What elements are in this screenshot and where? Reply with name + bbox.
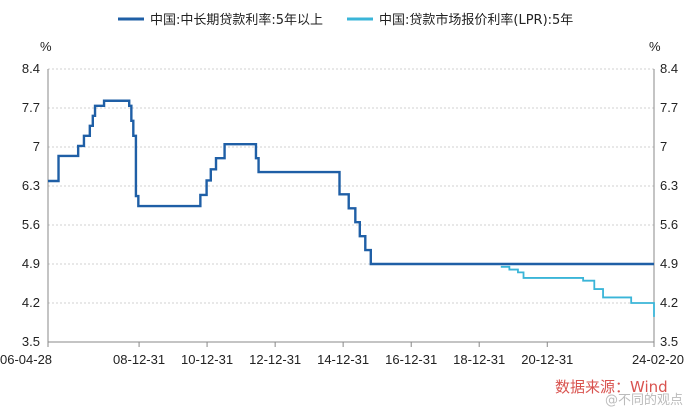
y-tick-label-right: 6.3 — [660, 178, 678, 193]
legend: 中国:中长期贷款利率:5年以上 中国:贷款市场报价利率(LPR):5年 — [118, 12, 573, 28]
y-tick-label-right: 3.5 — [660, 334, 678, 349]
x-tick-label: 08-12-31 — [113, 352, 165, 367]
y-tick-label-left: 7 — [33, 139, 40, 154]
legend-label: 中国:中长期贷款利率:5年以上 — [150, 12, 323, 28]
x-tick-label: 16-12-31 — [385, 352, 437, 367]
y-tick-label-right: 7 — [660, 139, 667, 154]
x-tick-label: 12-12-31 — [249, 352, 301, 367]
y-tick-label-left: 6.3 — [22, 178, 40, 193]
y-unit-right: % — [649, 39, 661, 54]
watermark: @不同的观点 — [605, 392, 683, 408]
series-line-2 — [500, 265, 655, 317]
y-tick-label-left: 7.7 — [22, 100, 40, 115]
axes: 8.4 8.4 7.7 7.7 7 7 6.3 6.3 5.6 5.6 4.9 4.9 4.2 4.2 3.… — [0, 61, 684, 367]
source-note: 数据来源：Wind — [555, 378, 668, 396]
x-tick-label: 14-12-31 — [317, 352, 369, 367]
x-tick-label: 24-02-20 — [632, 352, 684, 367]
y-tick-label-left: 4.9 — [22, 256, 40, 271]
series-line-1 — [48, 99, 654, 266]
y-tick-label-right: 7.7 — [660, 100, 678, 115]
y-tick-label-right: 8.4 — [660, 61, 678, 76]
series-lines — [48, 99, 655, 317]
legend-label: 中国:贷款市场报价利率(LPR):5年 — [379, 12, 573, 28]
y-tick-label-left: 5.6 — [22, 217, 40, 232]
y-tick-label-right: 5.6 — [660, 217, 678, 232]
x-tick-label: 10-12-31 — [181, 352, 233, 367]
x-tick-label: 18-12-31 — [453, 352, 505, 367]
y-unit-left: % — [40, 39, 52, 54]
y-tick-label-left: 8.4 — [22, 61, 40, 76]
y-tick-label-left: 4.2 — [22, 295, 40, 310]
y-tick-label-right: 4.9 — [660, 256, 678, 271]
x-tick-label: 20-12-31 — [521, 352, 573, 367]
y-tick-label-right: 4.2 — [660, 295, 678, 310]
y-tick-label-left: 3.5 — [22, 334, 40, 349]
x-tick-label: 06-04-28 — [0, 352, 52, 367]
